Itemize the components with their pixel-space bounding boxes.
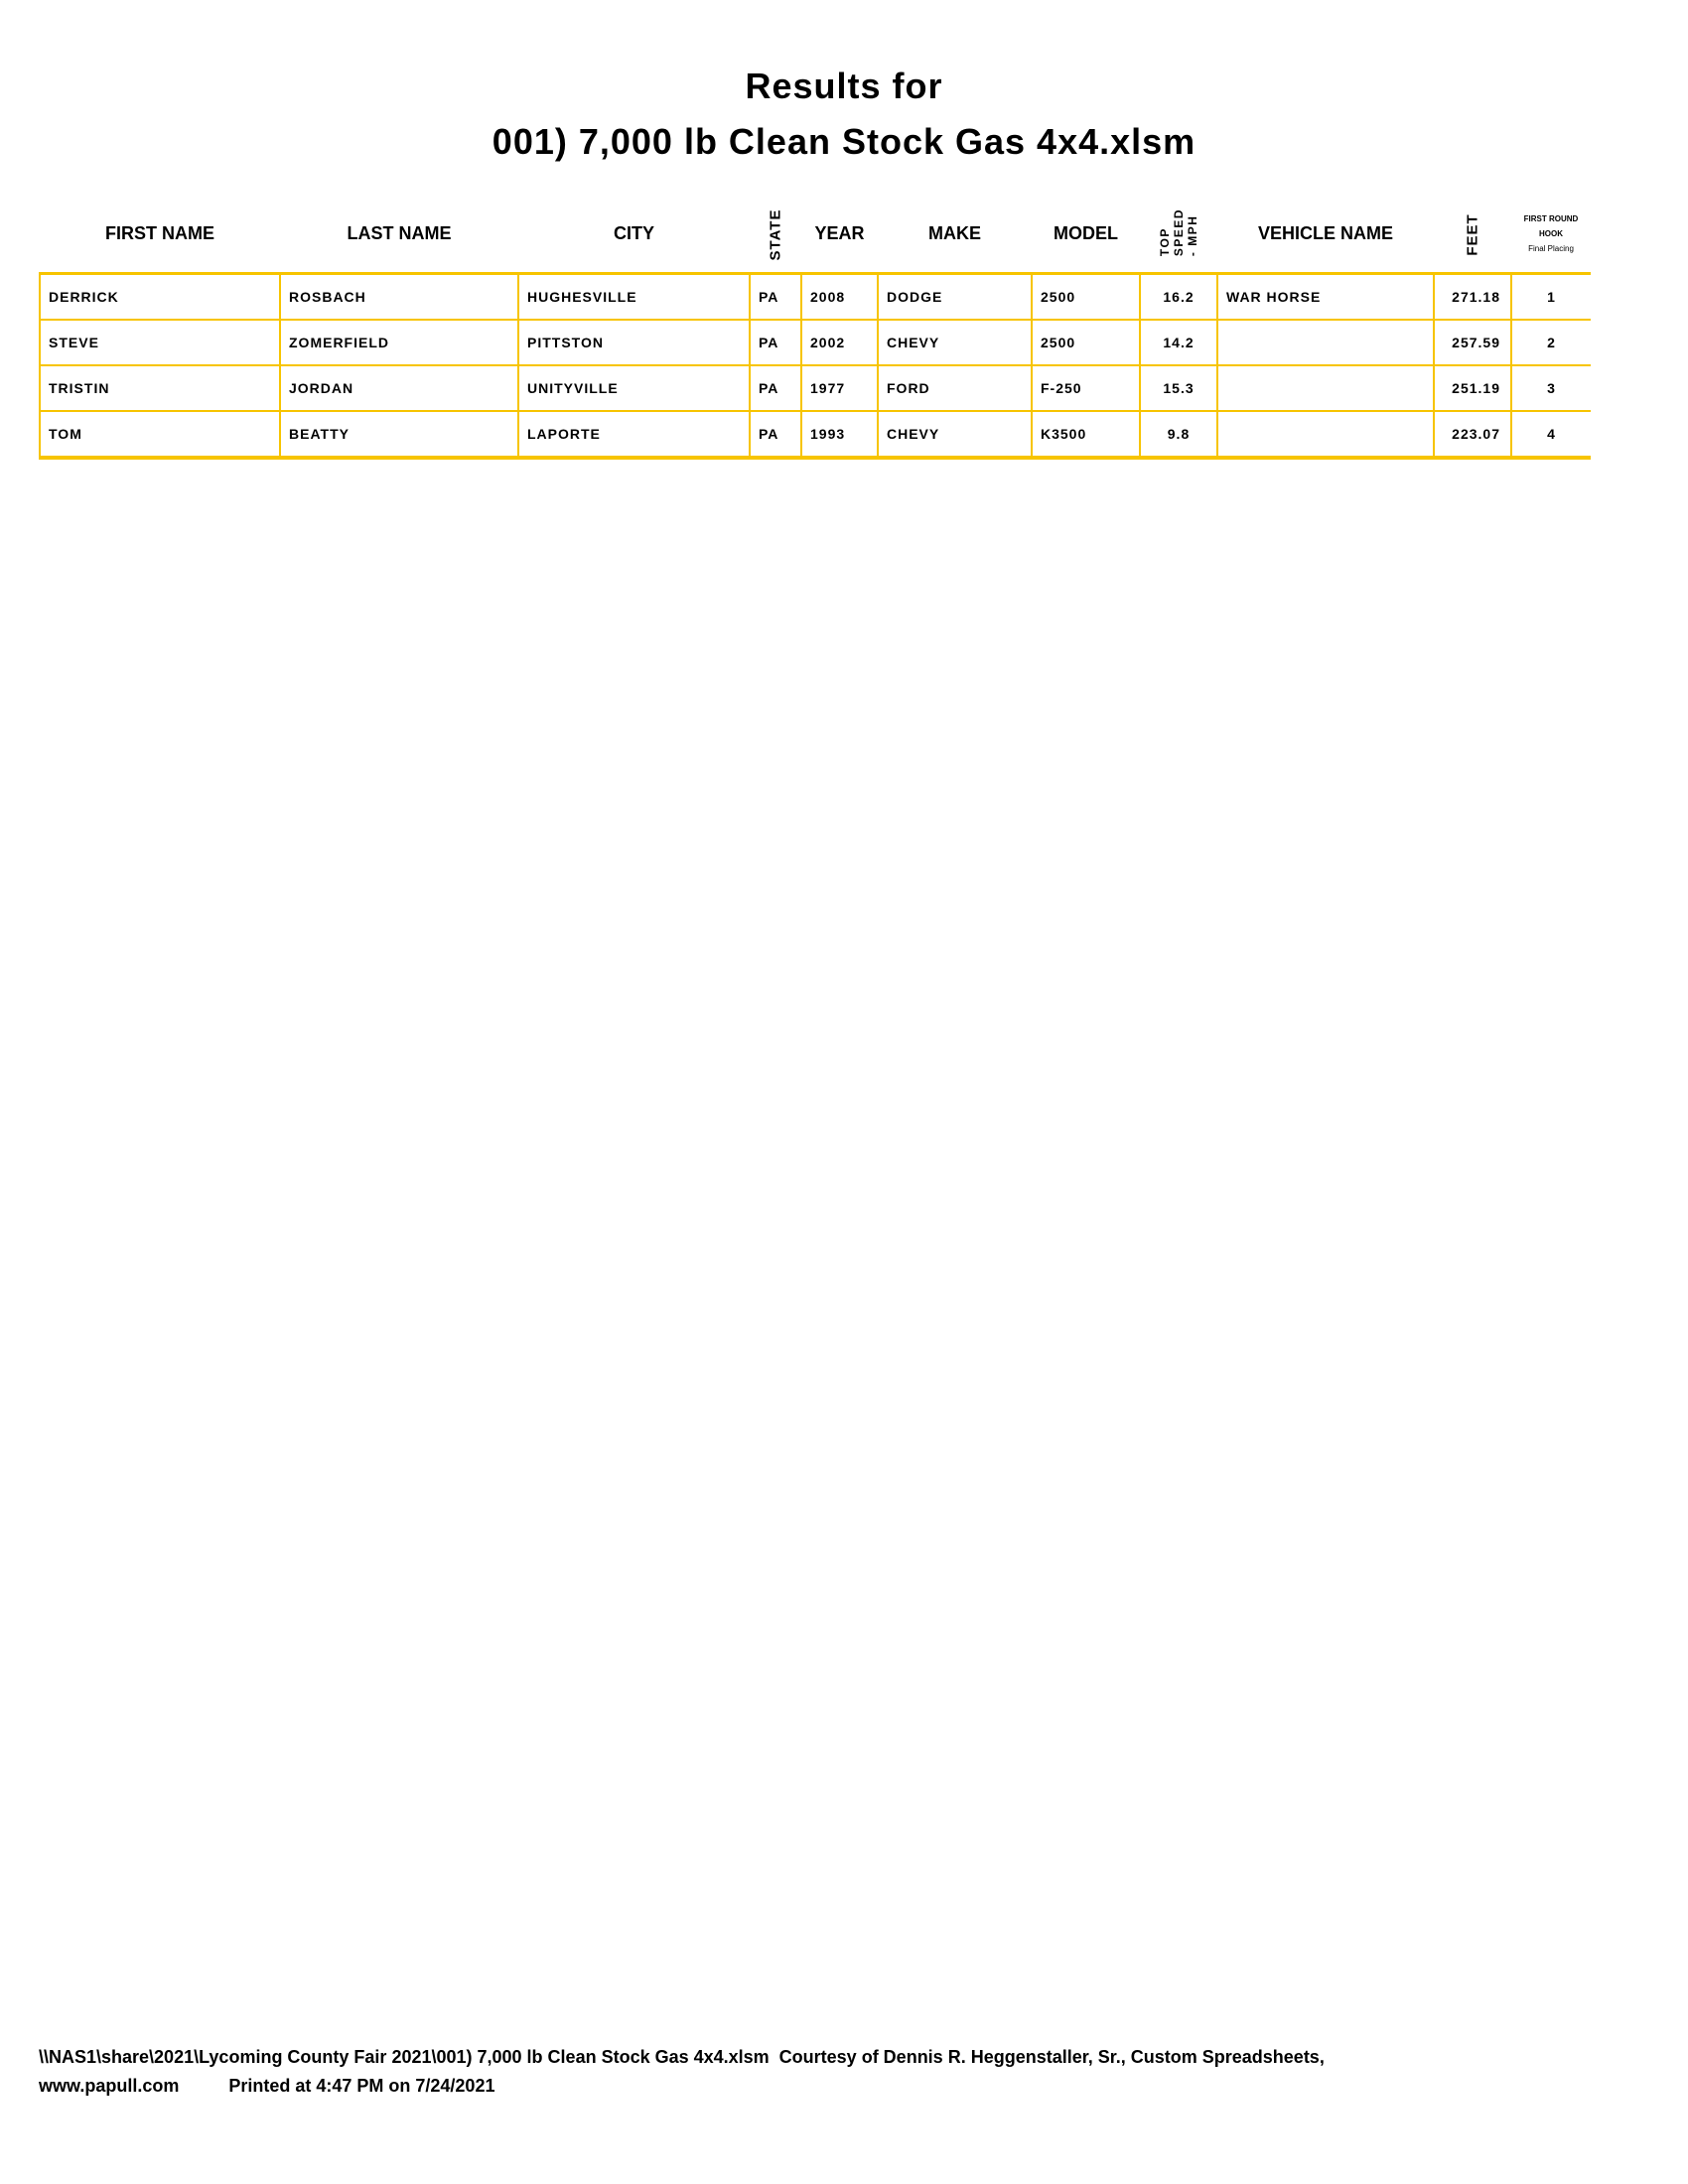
cell-year: 2002 — [800, 319, 879, 366]
cell-speed: 9.8 — [1139, 410, 1218, 460]
cell-last: JORDAN — [279, 364, 519, 412]
cell-speed: 16.2 — [1139, 272, 1218, 321]
cell-first: DERRICK — [39, 272, 281, 321]
cell-last: BEATTY — [279, 410, 519, 460]
cell-state: PA — [749, 410, 802, 460]
cell-feet: 257.59 — [1433, 319, 1512, 366]
cell-model: 2500 — [1031, 319, 1141, 366]
table-row: TRISTIN JORDAN UNITYVILLE PA 1977 FORD F-250 15… — [39, 364, 1591, 412]
results-table: FIRST NAME LAST NAME CITY STATE YEAR MAK… — [39, 195, 1591, 460]
cell-feet: 271.18 — [1433, 272, 1512, 321]
header-model: MODEL — [1054, 222, 1118, 243]
page-subtitle: 001) 7,000 lb Clean Stock Gas 4x4.xlsm — [492, 121, 1196, 162]
header-last-name: LAST NAME — [347, 222, 452, 243]
cell-last: ZOMERFIELD — [279, 319, 519, 366]
cell-feet: 251.19 — [1433, 364, 1512, 412]
cell-place: 3 — [1510, 364, 1591, 412]
cell-place: 1 — [1510, 272, 1591, 321]
cell-first: TRISTIN — [39, 364, 281, 412]
cell-year: 1993 — [800, 410, 879, 460]
cell-city: PITTSTON — [517, 319, 751, 366]
cell-model: F-250 — [1031, 364, 1141, 412]
cell-first: TOM — [39, 410, 281, 460]
cell-make: FORD — [877, 364, 1033, 412]
header-feet-label: FEET — [1464, 212, 1481, 256]
cell-city: UNITYVILLE — [517, 364, 751, 412]
cell-place: 4 — [1510, 410, 1591, 460]
cell-feet: 223.07 — [1433, 410, 1512, 460]
cell-speed: 15.3 — [1139, 364, 1218, 412]
cell-year: 1977 — [800, 364, 879, 412]
header-year: YEAR — [814, 222, 865, 243]
header-top-speed-label: TOP SPEED - MPH — [1158, 207, 1199, 257]
cell-state: PA — [749, 364, 802, 412]
cell-year: 2008 — [800, 272, 879, 321]
cell-model: K3500 — [1031, 410, 1141, 460]
header-state: STATE — [750, 195, 801, 274]
cell-vehicle — [1216, 319, 1435, 366]
header-top-speed: TOP SPEED - MPH — [1140, 195, 1217, 274]
header-city: CITY — [613, 222, 654, 243]
cell-vehicle — [1216, 364, 1435, 412]
table-row: STEVE ZOMERFIELD PITTSTON PA 2002 CHEVY 2500 14… — [39, 319, 1591, 366]
header-feet: FEET — [1434, 195, 1511, 274]
cell-speed: 14.2 — [1139, 319, 1218, 366]
cell-make: CHEVY — [877, 319, 1033, 366]
cell-model: 2500 — [1031, 272, 1141, 321]
header-make: MAKE — [928, 222, 981, 243]
header-first-name: FIRST NAME — [105, 222, 214, 243]
header-vehicle-name: VEHICLE NAME — [1257, 222, 1393, 243]
header-state-label: STATE — [767, 208, 784, 260]
cell-vehicle: WAR HORSE — [1216, 272, 1435, 321]
header-hook-line3: Final Placing — [1528, 243, 1574, 253]
header-hook-line2: HOOK — [1539, 228, 1563, 238]
cell-vehicle — [1216, 410, 1435, 460]
cell-last: ROSBACH — [279, 272, 519, 321]
header-hook-placing: FIRST ROUND HOOK Final Placing — [1511, 195, 1591, 274]
cell-make: DODGE — [877, 272, 1033, 321]
table-row: TOM BEATTY LAPORTE PA 1993 CHEVY K3500 9.8 223.0… — [39, 410, 1591, 460]
footer-printed: www.papull.com Printed at 4:47 PM on 7/2… — [39, 2076, 495, 2096]
cell-state: PA — [749, 272, 802, 321]
cell-state: PA — [749, 319, 802, 366]
cell-city: LAPORTE — [517, 410, 751, 460]
header-row: FIRST NAME LAST NAME CITY STATE YEAR MAK… — [40, 195, 1591, 274]
header-hook-line1: FIRST ROUND — [1523, 213, 1579, 223]
cell-city: HUGHESVILLE — [517, 272, 751, 321]
footer-file-path: \\NAS1\share\2021\Lycoming County Fair 2… — [39, 2047, 1325, 2067]
table-row: DERRICK ROSBACH HUGHESVILLE PA 2008 DODGE 2500… — [39, 272, 1591, 321]
cell-make: CHEVY — [877, 410, 1033, 460]
cell-first: STEVE — [39, 319, 281, 366]
page-title: Results for — [745, 66, 943, 106]
cell-place: 2 — [1510, 319, 1591, 366]
